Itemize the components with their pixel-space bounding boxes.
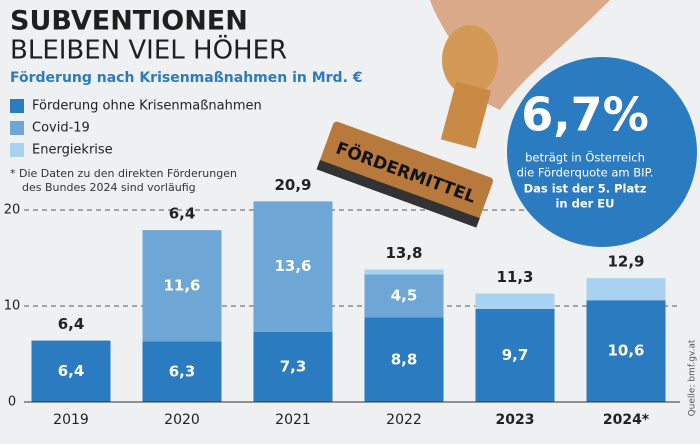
callout-text: beträgt in Österreich <box>525 149 645 165</box>
total-label: 20,9 <box>274 176 311 194</box>
bar-segment <box>364 269 444 275</box>
callout-value: 6,7% <box>521 88 649 142</box>
handle-neck <box>440 81 492 149</box>
bar-segment <box>586 300 666 402</box>
legend-label: Förderung ohne Krisenmaßnahmen <box>32 99 262 114</box>
value-label: 6,4 <box>58 362 85 380</box>
bar-segment <box>31 340 111 402</box>
callout-circle <box>507 57 697 247</box>
bar-segment <box>586 278 666 301</box>
x-tick-label: 2021 <box>275 412 311 428</box>
note: * Die Daten zu den direkten Förderungen <box>10 167 237 180</box>
bar-segment <box>253 331 333 402</box>
y-tick-label: 0 <box>8 395 16 410</box>
stamp-rubber <box>316 160 480 228</box>
bar-segment <box>142 341 222 402</box>
bar-segment <box>364 317 444 402</box>
bar-segment <box>475 293 555 309</box>
callout-text: in der EU <box>555 197 614 211</box>
total-label: 12,9 <box>607 253 644 271</box>
x-tick-label: 2019 <box>53 412 89 428</box>
legend-swatch <box>10 99 24 113</box>
value-label: 7,3 <box>280 357 307 375</box>
value-label: 4,5 <box>391 286 418 304</box>
bar-segment <box>364 274 444 318</box>
value-label: 13,6 <box>274 257 311 275</box>
value-label: 8,8 <box>391 350 418 368</box>
y-tick-label: 10 <box>4 299 21 314</box>
bar-segment <box>475 308 555 402</box>
note: des Bundes 2024 sind vorläufig <box>22 181 196 194</box>
title-line-1: SUBVENTIONEN <box>10 6 248 37</box>
callout-text: die Förderquote am BIP. <box>517 166 654 180</box>
title-line-2: BLEIBEN VIEL HÖHER <box>10 34 287 66</box>
value-label: 9,7 <box>502 346 529 364</box>
total-label: 6,4 <box>58 315 85 333</box>
value-label: 10,6 <box>607 342 644 360</box>
legend-label: Energiekrise <box>32 143 113 158</box>
handle-knob <box>442 25 498 95</box>
value-label: 6,3 <box>169 362 196 380</box>
legend-swatch <box>10 143 24 157</box>
subtitle: Förderung nach Krisenmaßnahmen in Mrd. € <box>10 70 363 86</box>
callout-text: Das ist der 5. Platz <box>524 182 647 196</box>
source: Quelle: bmf.gv.at <box>688 339 698 416</box>
total-label: 11,3 <box>496 268 533 286</box>
value-label: 11,6 <box>163 276 200 294</box>
bar-segment <box>142 230 222 342</box>
stamp-wood <box>318 121 493 225</box>
bar-segment <box>253 201 333 332</box>
x-tick-label: 2023 <box>496 412 535 428</box>
x-tick-label: 2020 <box>164 412 200 428</box>
total-label: 6,4 <box>169 205 196 223</box>
y-tick-label: 20 <box>4 203 21 218</box>
legend-label: Covid-19 <box>32 121 90 136</box>
x-tick-label: 2022 <box>386 412 422 428</box>
total-label: 13,8 <box>385 244 422 262</box>
x-tick-label: 2024* <box>603 412 650 428</box>
legend-swatch <box>10 121 24 135</box>
